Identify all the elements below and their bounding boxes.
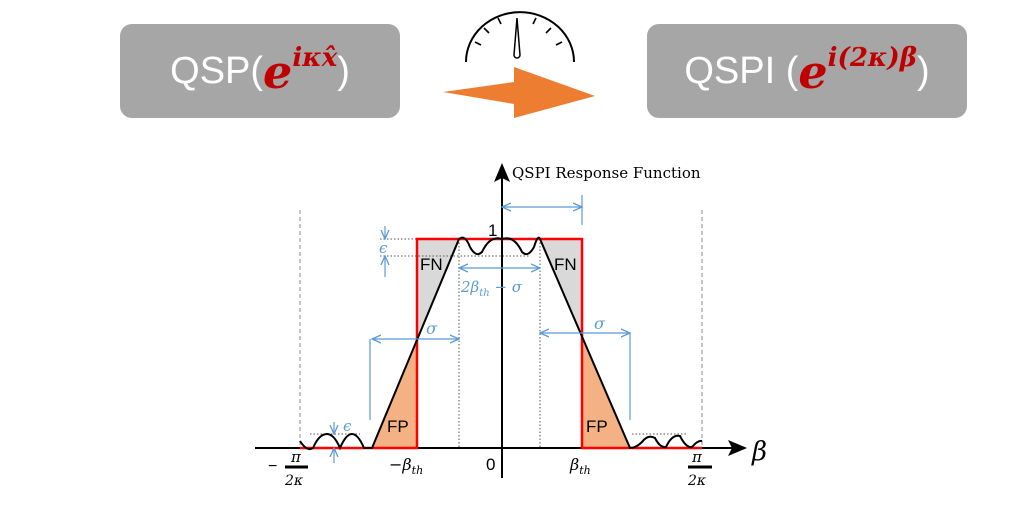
one-label: 1 (488, 221, 497, 240)
svg-text:2κ: 2κ (284, 473, 303, 489)
x-axis-arrowhead (728, 440, 747, 456)
qspi-prefix: QSPI ( (684, 49, 799, 92)
svg-text:π: π (691, 448, 703, 466)
pos-beta-th-label: βth (569, 455, 591, 477)
qspi-box: QSPI (ei(2κ)β ) (647, 24, 967, 118)
y-axis-arrowhead (494, 163, 510, 182)
neg-pi-over-2kappa-label: − π 2κ (268, 448, 308, 489)
qsp-suffix: ) (337, 49, 350, 92)
fn-label-right: FN (554, 255, 577, 274)
svg-text:2κ: 2κ (687, 473, 706, 489)
x-axis-label: β (751, 437, 767, 467)
svg-text:π: π (290, 448, 302, 466)
qspi-suffix: ) (916, 49, 930, 92)
qsp-prefix: QSP( (170, 49, 264, 92)
y-axis-label: QSPI Response Function (512, 164, 701, 182)
fn-label-left: FN (420, 255, 443, 274)
sigma-label-right: σ (594, 314, 606, 333)
sigma-label-left: σ (426, 319, 438, 338)
qsp-box: QSP(eiκx̂) (120, 24, 400, 118)
svg-text:−: − (268, 458, 277, 475)
zero-label: 0 (486, 455, 495, 474)
fp-label-right: FP (586, 417, 608, 436)
neg-beta-th-label: −βth (389, 455, 423, 477)
epsilon-label-top: ϵ (379, 239, 388, 257)
qspi-response-curve (299, 236, 703, 451)
qspi-exponential: ei(2κ)β (798, 43, 917, 99)
orange-arrow (443, 67, 595, 118)
epsilon-label-bottom: ϵ (343, 417, 352, 435)
pi-over-2kappa-label: π 2κ (687, 448, 712, 489)
plateau-width-label: 2βth − σ (460, 278, 523, 299)
qsp-exponential: eiκx̂ (263, 43, 338, 99)
fp-label-left: FP (387, 417, 409, 436)
speedometer-icon (465, 11, 575, 63)
